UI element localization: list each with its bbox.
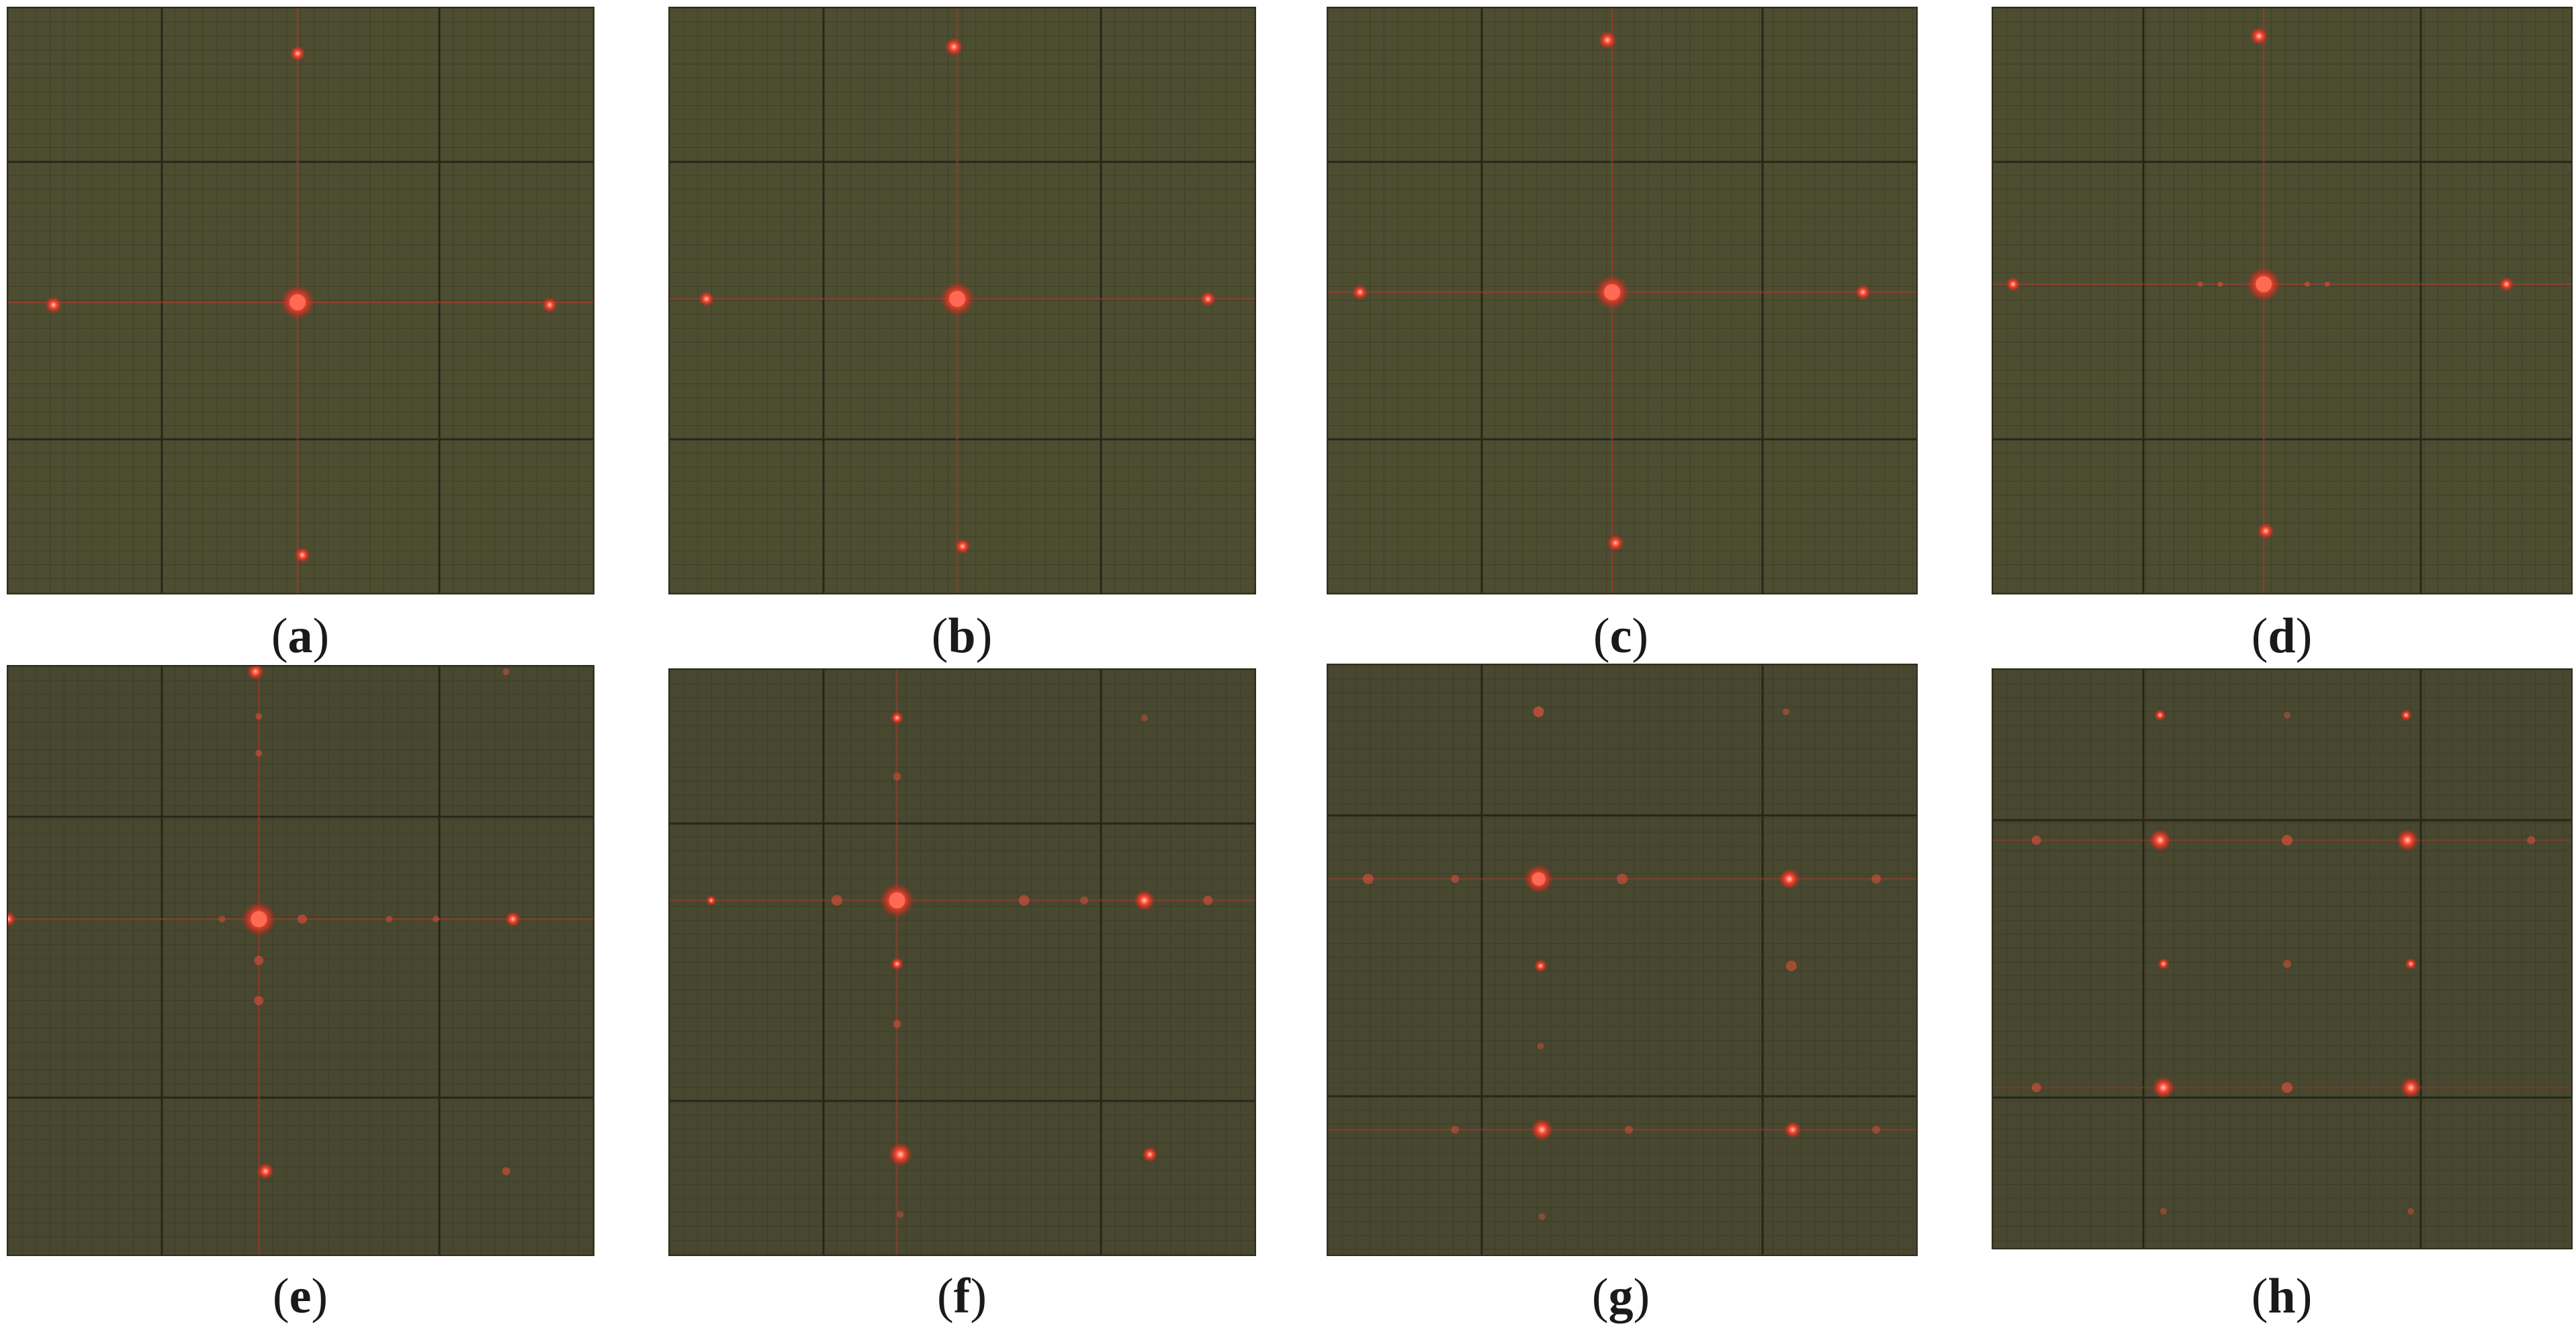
spots-c (1351, 30, 1871, 552)
caption-d: (d) (2251, 609, 2313, 664)
diffraction-pattern-f (670, 670, 1255, 1255)
spots-b (698, 37, 1216, 555)
caption-g: (g) (1591, 1269, 1650, 1324)
diffraction-pattern-h (1993, 670, 2571, 1248)
diffraction-pattern-b (670, 8, 1255, 593)
diffraction-pattern-d (1993, 8, 2571, 593)
spots-f (705, 711, 1213, 1218)
diffraction-pattern-e (8, 666, 593, 1255)
diffraction-panel-c (1327, 7, 1918, 594)
caption-letter: f (953, 1269, 971, 1324)
caption-letter: c (1609, 609, 1632, 664)
spots-e (8, 666, 521, 1180)
caption-letter: h (2268, 1269, 2296, 1324)
spots-a (44, 45, 558, 564)
diffraction-pattern-g (1328, 665, 1916, 1255)
caption-a: (a) (271, 609, 330, 664)
diffraction-panel-e (7, 665, 594, 1256)
caption-letter: e (289, 1269, 312, 1324)
caption-c: (c) (1593, 609, 1649, 664)
caption-f: (f) (937, 1269, 987, 1324)
diffraction-panel-h (1992, 668, 2573, 1249)
caption-e: (e) (272, 1269, 328, 1324)
spots-g (1362, 706, 1881, 1220)
diffraction-panel-g (1327, 664, 1918, 1256)
diffraction-panel-d (1992, 7, 2573, 594)
caption-h: (h) (2251, 1269, 2313, 1324)
spots-h (2031, 709, 2536, 1215)
caption-letter: b (948, 609, 976, 664)
diffraction-pattern-a (8, 8, 593, 593)
caption-letter: g (1608, 1269, 1634, 1324)
diffraction-panel-f (668, 668, 1256, 1256)
diffraction-panel-a (7, 7, 594, 594)
caption-b: (b) (931, 609, 993, 664)
diffraction-panel-b (668, 7, 1256, 594)
caption-letter: a (287, 609, 313, 664)
caption-letter: d (2268, 609, 2296, 664)
spots-d (2005, 26, 2514, 540)
diffraction-pattern-c (1328, 8, 1916, 593)
